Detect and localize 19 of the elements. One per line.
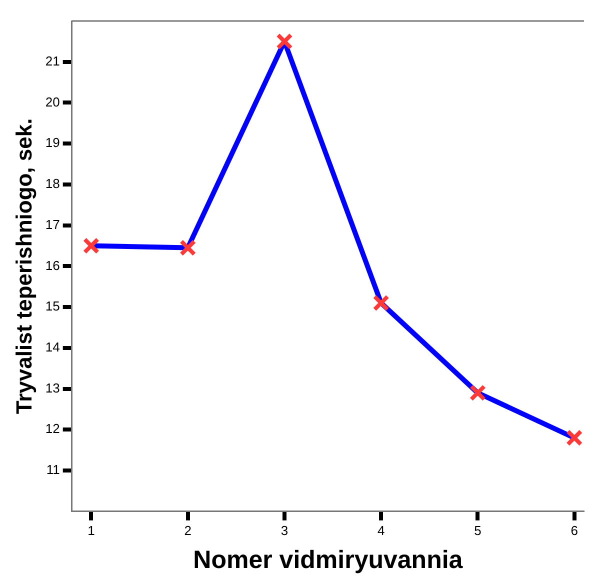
y-tick-label: 18 xyxy=(45,176,60,192)
y-tick-label: 11 xyxy=(46,462,60,478)
y-tick-label: 20 xyxy=(45,94,60,110)
y-tick-label: 19 xyxy=(45,135,60,150)
y-tick-label: 15 xyxy=(45,298,60,314)
y-tick-label: 14 xyxy=(45,340,60,355)
y-axis-title: Tryvalist teperishniogo, sek. xyxy=(11,118,36,414)
y-tick-label: 17 xyxy=(45,216,60,232)
x-tick-label: 2 xyxy=(184,522,192,538)
y-tick-label: 12 xyxy=(45,421,60,436)
x-axis-title: Nomer vidmiryuvannia xyxy=(193,546,464,574)
x-tick-label: 6 xyxy=(570,522,578,538)
x-tick-label: 3 xyxy=(280,522,288,538)
y-tick-label: 21 xyxy=(45,53,60,68)
x-tick-label: 5 xyxy=(474,522,482,538)
x-tick-label: 1 xyxy=(88,522,95,538)
y-tick-label: 16 xyxy=(45,258,60,273)
y-tick-label: 13 xyxy=(45,380,60,396)
x-tick-label: 4 xyxy=(377,522,385,538)
